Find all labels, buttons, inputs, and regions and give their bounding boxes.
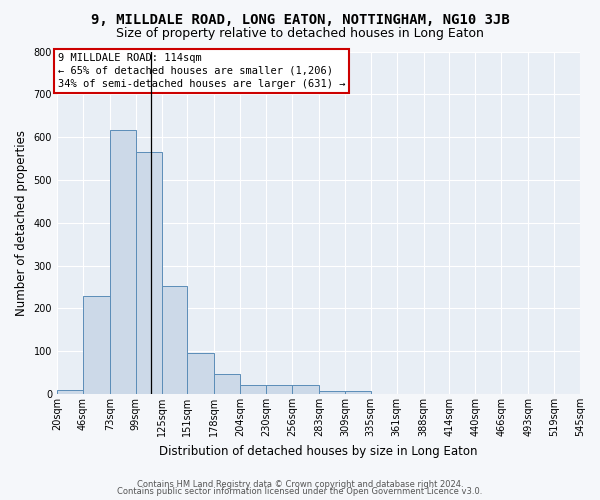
Bar — [266, 386, 292, 394]
Bar — [57, 390, 83, 394]
Bar — [292, 386, 319, 394]
Bar — [110, 130, 136, 394]
Bar — [136, 152, 161, 394]
X-axis label: Distribution of detached houses by size in Long Eaton: Distribution of detached houses by size … — [159, 444, 478, 458]
Bar — [319, 390, 345, 394]
Bar — [345, 390, 371, 394]
Bar — [161, 286, 187, 394]
Text: 9, MILLDALE ROAD, LONG EATON, NOTTINGHAM, NG10 3JB: 9, MILLDALE ROAD, LONG EATON, NOTTINGHAM… — [91, 12, 509, 26]
Y-axis label: Number of detached properties: Number of detached properties — [15, 130, 28, 316]
Bar — [187, 353, 214, 394]
Text: Size of property relative to detached houses in Long Eaton: Size of property relative to detached ho… — [116, 28, 484, 40]
Text: Contains HM Land Registry data © Crown copyright and database right 2024.: Contains HM Land Registry data © Crown c… — [137, 480, 463, 489]
Bar — [214, 374, 240, 394]
Text: 9 MILLDALE ROAD: 114sqm
← 65% of detached houses are smaller (1,206)
34% of semi: 9 MILLDALE ROAD: 114sqm ← 65% of detache… — [58, 53, 346, 89]
Text: Contains public sector information licensed under the Open Government Licence v3: Contains public sector information licen… — [118, 487, 482, 496]
Bar — [240, 386, 266, 394]
Bar — [83, 296, 110, 394]
